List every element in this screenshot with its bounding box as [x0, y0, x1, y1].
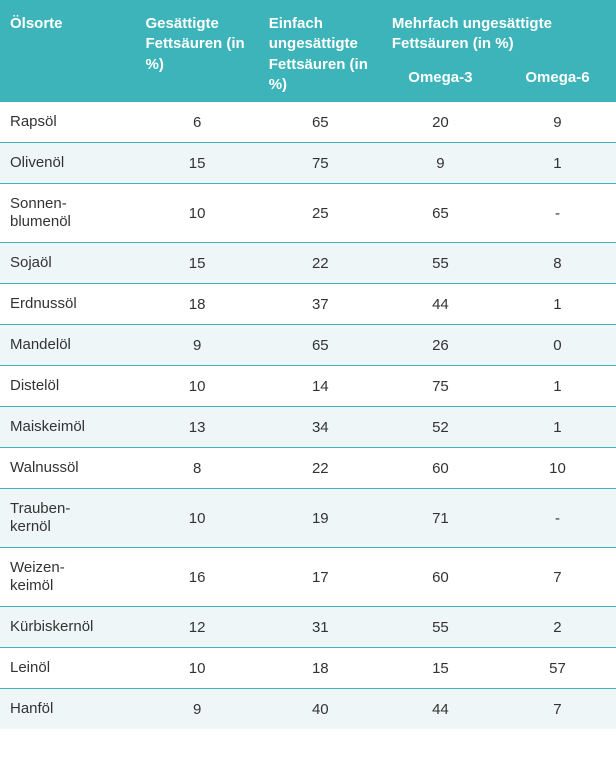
cell-omega3: 44 — [382, 689, 499, 730]
cell-omega6: 1 — [499, 284, 616, 325]
cell-saturated: 16 — [136, 548, 259, 607]
cell-omega6: 57 — [499, 648, 616, 689]
cell-monounsaturated: 22 — [259, 448, 382, 489]
cell-oil-name: Kürbiskernöl — [0, 607, 136, 648]
cell-omega6: 10 — [499, 448, 616, 489]
cell-omega6: - — [499, 184, 616, 243]
cell-omega6: 1 — [499, 143, 616, 184]
cell-oil-name: Rapsöl — [0, 102, 136, 143]
table-header: Ölsorte Gesättigte Fettsäuren (in %) Ein… — [0, 0, 616, 102]
table-row: Sonnen-blumenöl102565- — [0, 184, 616, 243]
cell-omega3: 44 — [382, 284, 499, 325]
cell-saturated: 15 — [136, 243, 259, 284]
header-monounsaturated: Einfach ungesättigte Fettsäuren (in %) — [259, 0, 382, 102]
cell-oil-name: Leinöl — [0, 648, 136, 689]
cell-saturated: 15 — [136, 143, 259, 184]
cell-oil-name: Sojaöl — [0, 243, 136, 284]
cell-saturated: 10 — [136, 184, 259, 243]
cell-omega3: 15 — [382, 648, 499, 689]
table-row: Leinöl10181557 — [0, 648, 616, 689]
cell-omega6: 1 — [499, 366, 616, 407]
table-row: Maiskeimöl1334521 — [0, 407, 616, 448]
cell-monounsaturated: 19 — [259, 489, 382, 548]
cell-saturated: 9 — [136, 325, 259, 366]
header-saturated: Gesättigte Fettsäuren (in %) — [136, 0, 259, 102]
cell-saturated: 13 — [136, 407, 259, 448]
cell-omega3: 60 — [382, 448, 499, 489]
table-row: Trauben-kernöl101971- — [0, 489, 616, 548]
cell-omega6: 7 — [499, 689, 616, 730]
table-row: Distelöl1014751 — [0, 366, 616, 407]
cell-omega3: 65 — [382, 184, 499, 243]
cell-saturated: 18 — [136, 284, 259, 325]
cell-omega3: 55 — [382, 607, 499, 648]
cell-saturated: 10 — [136, 489, 259, 548]
table-row: Olivenöl157591 — [0, 143, 616, 184]
header-oil-name: Ölsorte — [0, 0, 136, 102]
table-row: Kürbiskernöl1231552 — [0, 607, 616, 648]
table-row: Mandelöl965260 — [0, 325, 616, 366]
cell-oil-name: Hanföl — [0, 689, 136, 730]
header-omega3: Omega-3 — [382, 63, 499, 101]
cell-oil-name: Olivenöl — [0, 143, 136, 184]
cell-oil-name: Erdnussöl — [0, 284, 136, 325]
cell-omega6: 7 — [499, 548, 616, 607]
cell-saturated: 6 — [136, 102, 259, 143]
cell-oil-name: Mandelöl — [0, 325, 136, 366]
cell-oil-name: Walnussöl — [0, 448, 136, 489]
cell-saturated: 8 — [136, 448, 259, 489]
cell-oil-name: Distelöl — [0, 366, 136, 407]
cell-monounsaturated: 65 — [259, 102, 382, 143]
cell-omega3: 26 — [382, 325, 499, 366]
cell-monounsaturated: 34 — [259, 407, 382, 448]
cell-saturated: 9 — [136, 689, 259, 730]
cell-monounsaturated: 25 — [259, 184, 382, 243]
cell-monounsaturated: 65 — [259, 325, 382, 366]
cell-omega6: 1 — [499, 407, 616, 448]
cell-monounsaturated: 17 — [259, 548, 382, 607]
cell-omega6: - — [499, 489, 616, 548]
cell-oil-name: Maiskeimöl — [0, 407, 136, 448]
table-row: Sojaöl1522558 — [0, 243, 616, 284]
cell-saturated: 10 — [136, 648, 259, 689]
table-row: Weizen-keimöl1617607 — [0, 548, 616, 607]
cell-omega6: 8 — [499, 243, 616, 284]
cell-oil-name: Weizen-keimöl — [0, 548, 136, 607]
cell-saturated: 12 — [136, 607, 259, 648]
cell-omega3: 9 — [382, 143, 499, 184]
table-row: Rapsöl665209 — [0, 102, 616, 143]
header-polyunsaturated-group: Mehrfach ungesättigte Fettsäuren (in %) — [382, 0, 616, 63]
cell-omega3: 60 — [382, 548, 499, 607]
cell-omega3: 20 — [382, 102, 499, 143]
cell-oil-name: Sonnen-blumenöl — [0, 184, 136, 243]
cell-monounsaturated: 37 — [259, 284, 382, 325]
cell-omega3: 75 — [382, 366, 499, 407]
cell-omega3: 52 — [382, 407, 499, 448]
oil-fatty-acid-table: Ölsorte Gesättigte Fettsäuren (in %) Ein… — [0, 0, 616, 729]
cell-omega3: 71 — [382, 489, 499, 548]
cell-monounsaturated: 40 — [259, 689, 382, 730]
cell-omega6: 9 — [499, 102, 616, 143]
cell-omega3: 55 — [382, 243, 499, 284]
cell-monounsaturated: 18 — [259, 648, 382, 689]
table-row: Hanföl940447 — [0, 689, 616, 730]
table-row: Walnussöl8226010 — [0, 448, 616, 489]
cell-oil-name: Trauben-kernöl — [0, 489, 136, 548]
cell-saturated: 10 — [136, 366, 259, 407]
cell-monounsaturated: 14 — [259, 366, 382, 407]
cell-monounsaturated: 31 — [259, 607, 382, 648]
cell-monounsaturated: 75 — [259, 143, 382, 184]
cell-omega6: 2 — [499, 607, 616, 648]
cell-monounsaturated: 22 — [259, 243, 382, 284]
table-row: Erdnussöl1837441 — [0, 284, 616, 325]
table-body: Rapsöl665209Olivenöl157591Sonnen-blumenö… — [0, 102, 616, 730]
cell-omega6: 0 — [499, 325, 616, 366]
header-omega6: Omega-6 — [499, 63, 616, 101]
